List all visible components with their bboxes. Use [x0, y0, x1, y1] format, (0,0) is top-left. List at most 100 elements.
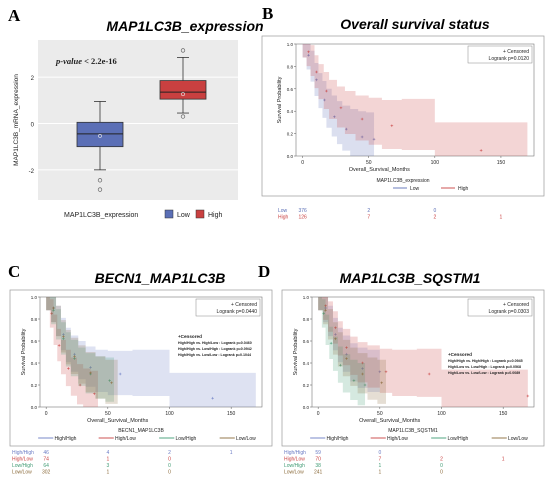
- censor-mark: [334, 326, 337, 330]
- risk-table-label: High/Low: [12, 457, 33, 463]
- confidence-band-low: [302, 44, 375, 156]
- risk-table-count: 2: [168, 450, 171, 456]
- y-tick-label: 0.6: [303, 339, 310, 344]
- bottom-legend-label: Low/High: [175, 436, 196, 442]
- bottom-legend-label: Low/Low: [236, 436, 256, 442]
- mean-point: [98, 134, 102, 138]
- risk-table-count: 1: [230, 450, 233, 456]
- risk-table-count: 64: [43, 463, 49, 469]
- risk-table-count: 0: [168, 470, 171, 476]
- censor-mark: [108, 379, 111, 382]
- censor-mark: [324, 304, 327, 308]
- y-tick-label: 1.0: [303, 295, 310, 300]
- risk-table-count: 2: [433, 215, 436, 221]
- x-axis-label: Overall_Survival_Months: [349, 167, 410, 173]
- x-axis-label: Overall_Survival_Months: [359, 418, 420, 424]
- comparison-text: High/Low vs. Low/High : Logrank p=0.0568: [448, 365, 521, 369]
- censor-mark: [361, 372, 364, 376]
- bottom-legend-label: Low/Low: [508, 436, 528, 442]
- censor-mark: [345, 357, 348, 360]
- risk-table-label: Low/High: [284, 463, 305, 469]
- censor-mark: [339, 106, 343, 110]
- risk-table-label: High/High: [12, 450, 34, 456]
- censor-mark: [73, 352, 76, 356]
- censor-mark: [307, 53, 310, 57]
- y-tick-label: 0.2: [303, 383, 310, 388]
- censor-mark: [360, 135, 364, 139]
- censor-mark: [526, 394, 530, 398]
- x-tick-label: 0: [45, 411, 48, 417]
- legend-swatch-low: [164, 209, 174, 219]
- x-tick-label: 100: [165, 411, 174, 417]
- censor-mark: [325, 89, 328, 93]
- bottom-legend-label: High/Low: [115, 436, 136, 442]
- y-axis-label: Survival Probability: [293, 328, 299, 375]
- y-tick-label: -2: [29, 169, 35, 175]
- risk-table-label: Low: [278, 208, 288, 214]
- censor-mark: [334, 337, 337, 341]
- y-axis-label: Survival Probability: [21, 328, 27, 375]
- censor-mark: [67, 367, 70, 370]
- panel-frame: [9, 289, 273, 447]
- censor-mark: [345, 352, 348, 356]
- x-tick-label: 150: [497, 160, 506, 166]
- risk-table-count: 126: [298, 215, 307, 221]
- x-axis-label: Overall_Survival_Months: [87, 418, 148, 424]
- outlier-point: [180, 48, 186, 53]
- panel-title-d: MAP1LC3B_SQSTM1: [339, 270, 481, 286]
- risk-table-label: High/High: [284, 450, 306, 456]
- censor-mark: [62, 335, 65, 338]
- censor-mark: [89, 366, 92, 369]
- x-tick-label: 100: [437, 411, 446, 417]
- risk-table-count: 1: [500, 215, 503, 221]
- comparison-text: High/Low vs. Low/Low : Logrank p=0.0089: [448, 371, 520, 375]
- risk-table-count: 241: [314, 470, 323, 476]
- bottom-legend-title: MAP1LC3B_SQSTM1: [388, 428, 438, 434]
- p-value-annotation: p-value < 2.2e-16: [55, 56, 117, 66]
- confidence-band-low-high: [46, 297, 114, 403]
- box-high: [159, 80, 207, 100]
- censor-mark: [62, 337, 65, 341]
- censor-mark: [324, 308, 327, 312]
- risk-table-label: High: [278, 215, 289, 221]
- y-tick-label: 0.8: [287, 64, 294, 69]
- x-tick-label: 0: [301, 160, 304, 166]
- comparison-text: +Censored: [178, 334, 202, 339]
- panel-letter-a: A: [8, 6, 21, 25]
- confidence-band-low-high: [318, 297, 366, 407]
- censor-mark: [324, 306, 327, 310]
- censor-mark: [50, 312, 54, 315]
- censor-mark: [380, 381, 383, 385]
- confidence-band-high-low: [46, 297, 98, 407]
- legend-swatch-high: [195, 209, 205, 219]
- censor-mark: [352, 379, 356, 382]
- y-tick-label: 0.6: [287, 87, 294, 92]
- y-tick-label: 0.4: [287, 109, 294, 114]
- x-tick-label: 150: [227, 411, 236, 417]
- bottom-legend-label: Low: [410, 186, 420, 192]
- y-tick-label: 0: [31, 122, 35, 128]
- censor-mark: [110, 381, 113, 385]
- bottom-legend-title: MAP1LC3B_expression: [376, 178, 429, 184]
- panel-letter-b: B: [262, 4, 274, 23]
- risk-table-count: 1: [106, 457, 109, 463]
- risk-table-count: 0: [168, 463, 171, 469]
- censor-mark: [52, 308, 55, 312]
- bottom-legend-label: High: [458, 186, 469, 192]
- risk-table-count: 1: [106, 470, 109, 476]
- box-plot-area: [38, 40, 238, 200]
- y-tick-label: 2: [31, 76, 35, 82]
- censor-mark: [92, 392, 96, 396]
- risk-table-count: 3: [106, 463, 109, 469]
- risk-table-count: 1: [378, 470, 381, 476]
- comparison-text: High/High vs. High/Low : Logrank p=0.046…: [178, 341, 252, 345]
- censor-mark: [333, 115, 336, 119]
- bottom-legend-label: High/High: [326, 436, 348, 442]
- panel-letter-d: D: [258, 262, 271, 281]
- y-tick-label: 0.2: [31, 383, 38, 388]
- risk-table-count: 7: [378, 457, 381, 463]
- legend-logrank: Logrank p=0.0440: [217, 309, 258, 315]
- confidence-band-high-high: [318, 297, 380, 393]
- censor-mark: [78, 383, 82, 387]
- y-tick-label: 0.0: [287, 154, 294, 159]
